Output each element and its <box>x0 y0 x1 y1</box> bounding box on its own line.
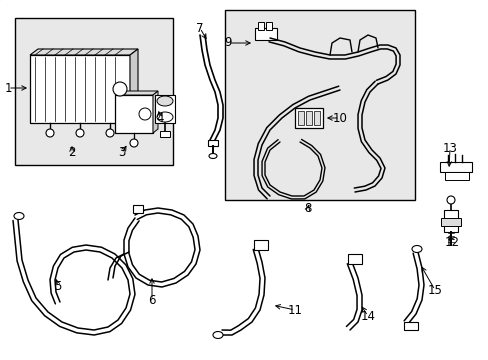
Ellipse shape <box>157 96 173 106</box>
Bar <box>305 111 311 125</box>
Text: 12: 12 <box>444 235 459 248</box>
Bar <box>115 95 153 133</box>
Text: 4: 4 <box>156 112 163 125</box>
Circle shape <box>139 108 151 120</box>
Bar <box>403 322 417 330</box>
Ellipse shape <box>14 212 24 220</box>
Bar <box>265 22 271 30</box>
Ellipse shape <box>208 153 217 158</box>
Circle shape <box>113 82 127 96</box>
Circle shape <box>130 139 138 147</box>
Polygon shape <box>30 49 138 55</box>
Bar <box>253 240 267 250</box>
Bar <box>254 28 276 40</box>
Circle shape <box>76 129 84 137</box>
Bar <box>133 205 142 213</box>
Ellipse shape <box>157 112 173 122</box>
Bar <box>224 10 414 200</box>
Bar <box>439 162 471 172</box>
Ellipse shape <box>213 332 223 338</box>
Bar <box>258 22 264 30</box>
Text: 11: 11 <box>287 303 302 316</box>
Bar <box>297 111 304 125</box>
Bar <box>207 140 218 146</box>
Circle shape <box>446 196 454 204</box>
Text: 8: 8 <box>304 202 311 215</box>
Bar <box>160 131 170 137</box>
Bar <box>155 95 175 123</box>
Text: 6: 6 <box>148 293 156 306</box>
Text: 2: 2 <box>68 147 76 159</box>
Bar <box>347 254 361 264</box>
Text: 15: 15 <box>427 284 442 297</box>
Bar <box>294 108 323 128</box>
Bar <box>30 55 130 123</box>
Circle shape <box>106 129 114 137</box>
Bar <box>443 210 457 232</box>
Text: 10: 10 <box>332 112 347 125</box>
Polygon shape <box>130 49 138 123</box>
Text: 1: 1 <box>4 81 12 94</box>
Bar <box>440 218 460 226</box>
Text: 13: 13 <box>442 141 456 154</box>
Polygon shape <box>115 91 158 95</box>
Circle shape <box>46 129 54 137</box>
Bar <box>444 172 468 180</box>
Ellipse shape <box>411 246 421 252</box>
Text: 7: 7 <box>196 22 203 35</box>
Polygon shape <box>153 91 158 133</box>
Text: 3: 3 <box>118 147 125 159</box>
Bar <box>15 18 173 165</box>
Text: 5: 5 <box>54 279 61 292</box>
Bar <box>313 111 319 125</box>
Text: 14: 14 <box>360 310 375 323</box>
Text: 9: 9 <box>224 36 231 49</box>
